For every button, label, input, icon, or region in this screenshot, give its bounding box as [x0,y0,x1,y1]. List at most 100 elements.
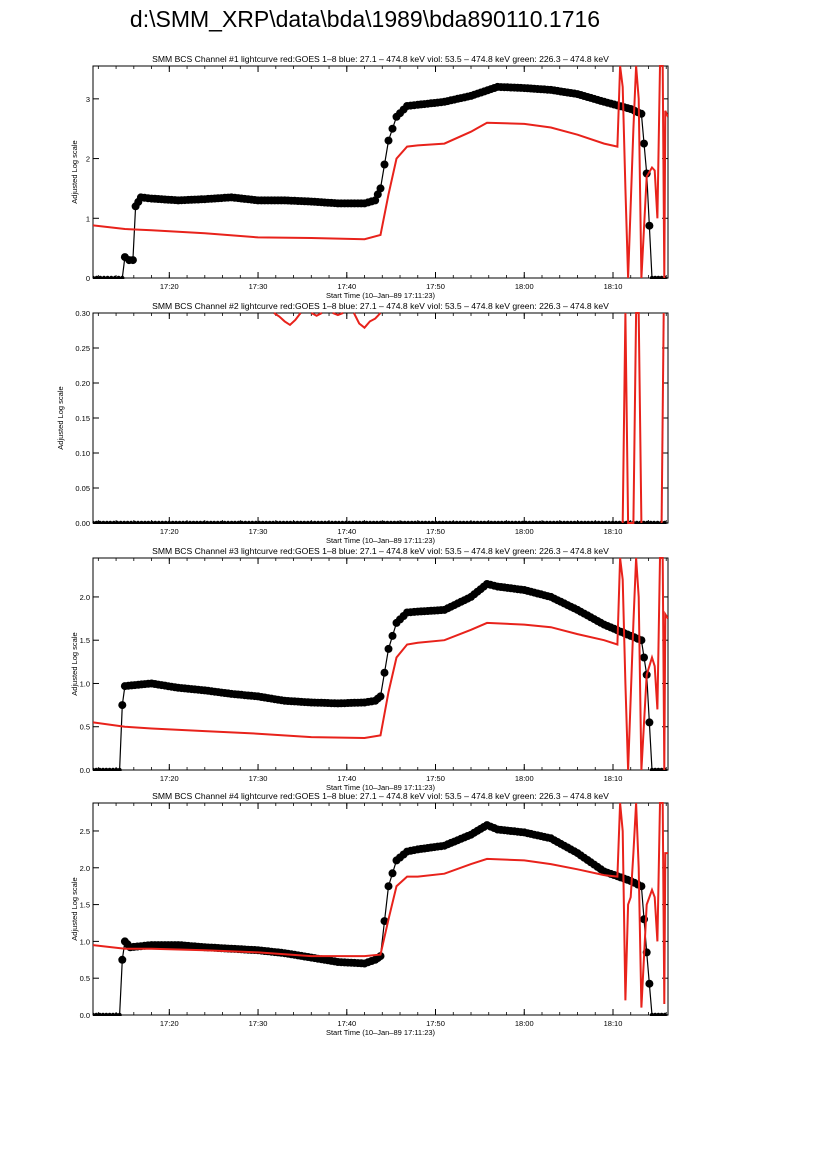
bcs-data-point [596,520,601,524]
bcs-data-point [378,520,383,524]
bcs-data-point [392,520,397,524]
goes-lightcurve-line [93,557,668,771]
bcs-data-point [305,520,310,524]
bcs-data-point [426,520,432,524]
goes-lightcurve-line [621,312,643,524]
bcs-data-point [399,520,404,524]
y-tick-label: 0.5 [80,723,90,732]
y-tick-label: 0.20 [75,379,90,388]
bcs-data-point [617,520,622,524]
bcs-data-point [384,882,393,891]
bcs-data-point [579,520,584,524]
bcs-data-point [388,869,397,878]
bcs-data-point [523,520,529,524]
x-axis-label: Start Time (10–Jan–89 17:11:23) [326,1028,436,1037]
bcs-data-point [412,520,418,524]
bcs-data-point [316,520,321,524]
x-tick-label: 18:10 [604,1019,623,1028]
bcs-data-point [115,520,120,524]
chart-title: SMM BCS Channel #3 lightcurve red:GOES 1… [152,546,609,556]
bcs-data-point [270,520,276,524]
bcs-lightcurve-line [93,86,668,279]
bcs-data-point [645,718,654,727]
x-tick-label: 17:50 [426,774,445,783]
y-tick-label: 0.30 [75,309,90,318]
bcs-data-point [284,520,290,524]
bcs-data-point [371,520,376,524]
bcs-data-point [444,520,449,524]
bcs-data-point [655,520,660,524]
bcs-data-point [357,520,362,524]
bcs-data-point [548,520,553,524]
bcs-data-point [454,520,459,524]
bcs-data-point [433,520,439,524]
bcs-data-point [232,520,238,524]
bcs-data-point [475,520,480,524]
bcs-data-point [447,520,452,524]
bcs-data-point [274,520,279,524]
y-axis-label: Adjusted Log scale [70,632,79,695]
x-tick-label: 17:40 [337,774,356,783]
bcs-data-point [298,520,303,524]
y-tick-label: 0 [86,274,90,283]
plot-frame [92,557,669,771]
bcs-data-point [253,520,258,524]
x-tick-label: 18:00 [515,282,534,291]
y-tick-label: 1.5 [80,901,90,910]
bcs-data-point [600,520,605,524]
bcs-data-point [153,520,158,524]
bcs-data-point [112,275,118,279]
y-tick-label: 0.5 [80,974,90,983]
bcs-data-point [180,520,186,524]
bcs-data-point [109,275,114,279]
bcs-data-point [312,520,317,524]
bcs-data-point [288,520,293,524]
bcs-data-point [440,520,445,524]
bcs-data-point [380,917,389,926]
chart-title: SMM BCS Channel #2 lightcurve red:GOES 1… [152,301,609,311]
y-tick-label: 3 [86,95,90,104]
y-tick-label: 0.0 [80,1011,90,1020]
bcs-data-point [541,520,546,524]
y-tick-label: 2.0 [80,864,90,873]
bcs-data-point [347,520,352,524]
plot-frame [92,312,669,524]
x-tick-label: 17:50 [426,1019,445,1028]
bcs-data-point [388,520,394,524]
bcs-data-point [651,520,657,524]
y-tick-label: 0.10 [75,449,90,458]
bcs-data-point [239,520,245,524]
bcs-data-point [388,631,397,640]
bcs-data-point [117,767,122,771]
bcs-data-point [402,520,407,524]
bcs-data-point [309,520,314,524]
bcs-data-point [509,520,515,524]
bcs-data-point [589,520,594,524]
bcs-data-point [565,520,570,524]
x-axis-label: Start Time (10–Jan–89 17:11:23) [326,536,436,545]
bcs-data-point [264,520,269,524]
bcs-data-point [416,520,421,524]
bcs-data-point [662,520,667,524]
bcs-data-point [645,221,654,230]
y-tick-label: 2.5 [80,827,90,836]
bcs-data-point [94,767,99,771]
bcs-data-point [645,520,650,524]
bcs-data-point [135,520,141,524]
bcs-data-point [568,520,574,524]
bcs-data-point [243,520,248,524]
bcs-data-point [222,520,227,524]
bcs-data-point [173,520,179,524]
bcs-data-point [250,520,255,524]
bcs-data-point [110,767,116,771]
y-tick-label: 2.0 [80,593,90,602]
bcs-data-point [208,520,213,524]
bcs-data-point [128,256,137,265]
bcs-data-point [163,520,168,524]
bcs-data-point [107,767,112,771]
y-tick-label: 1 [86,214,90,223]
x-axis-label: Start Time (10–Jan–89 17:11:23) [326,291,436,300]
x-tick-label: 17:40 [337,282,356,291]
bcs-data-point [329,520,335,524]
